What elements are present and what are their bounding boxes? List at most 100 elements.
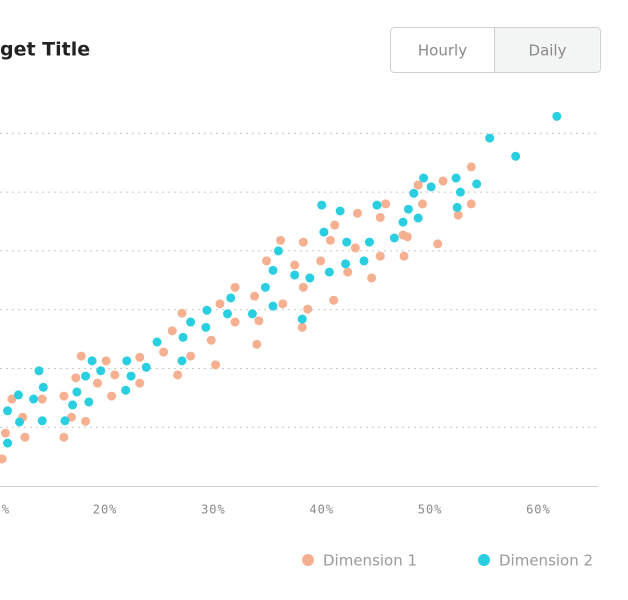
- point: [107, 391, 117, 401]
- point: [342, 237, 352, 247]
- point: [211, 360, 221, 370]
- point: [453, 210, 463, 220]
- point: [152, 337, 162, 347]
- point: [177, 356, 187, 366]
- point: [419, 173, 429, 183]
- point: [93, 378, 102, 388]
- point: [305, 273, 315, 283]
- point: [71, 373, 81, 383]
- legend-marker: [478, 554, 490, 566]
- point: [341, 259, 351, 269]
- point: [141, 362, 151, 372]
- point: [268, 301, 278, 311]
- toggle-button[interactable]: Daily: [529, 42, 567, 60]
- legend-marker: [302, 554, 314, 566]
- point: [96, 366, 106, 376]
- legend-label: Dimension 1: [323, 552, 417, 570]
- point: [15, 417, 24, 427]
- point: [433, 239, 443, 249]
- point: [81, 371, 91, 381]
- point: [201, 322, 211, 332]
- point: [329, 295, 339, 305]
- legend-label: Dimension 2: [499, 552, 593, 570]
- toggle-button[interactable]: Hourly: [418, 42, 467, 60]
- point: [375, 212, 385, 222]
- point: [178, 332, 188, 342]
- point: [60, 416, 70, 426]
- point: [250, 291, 260, 301]
- point: [303, 304, 313, 314]
- point: [72, 387, 82, 397]
- point: [223, 309, 232, 319]
- x-tick-label: %: [2, 503, 10, 517]
- point: [247, 309, 257, 319]
- x-tick-label: 20%: [93, 503, 118, 517]
- point: [37, 394, 47, 404]
- point: [38, 382, 48, 392]
- point: [273, 246, 283, 256]
- point: [87, 356, 97, 366]
- point: [68, 400, 78, 410]
- point: [413, 213, 423, 223]
- point: [485, 133, 495, 143]
- point: [230, 282, 240, 292]
- point: [381, 199, 391, 209]
- point: [135, 378, 145, 388]
- point: [389, 233, 399, 243]
- point: [13, 390, 23, 400]
- point: [511, 151, 521, 161]
- point: [173, 370, 183, 380]
- point: [375, 251, 385, 261]
- point: [3, 406, 13, 416]
- point: [0, 428, 10, 438]
- point: [335, 206, 345, 216]
- point: [20, 432, 30, 442]
- point: [0, 454, 7, 464]
- point: [452, 202, 462, 212]
- x-tick-label: 60%: [526, 503, 551, 517]
- point: [276, 235, 286, 245]
- point: [438, 176, 448, 186]
- point: [455, 187, 465, 197]
- point: [215, 299, 225, 309]
- point: [167, 326, 177, 336]
- point: [552, 111, 562, 121]
- point: [418, 199, 427, 209]
- point: [186, 351, 196, 361]
- point: [34, 366, 44, 376]
- point: [37, 416, 47, 426]
- point: [297, 322, 307, 332]
- point: [426, 182, 436, 192]
- point: [343, 267, 353, 277]
- point: [59, 391, 69, 401]
- point: [402, 232, 412, 242]
- chart-title: get Title: [0, 39, 90, 61]
- point: [126, 371, 136, 381]
- point: [451, 173, 461, 183]
- point: [317, 200, 327, 210]
- point: [290, 260, 300, 270]
- point: [372, 200, 382, 210]
- point: [359, 256, 369, 266]
- point: [122, 356, 132, 366]
- point: [84, 397, 94, 407]
- point: [330, 220, 340, 230]
- point: [298, 237, 308, 247]
- point: [399, 251, 409, 261]
- point: [230, 317, 240, 327]
- point: [3, 438, 13, 448]
- point: [403, 204, 413, 214]
- point: [316, 256, 326, 266]
- point: [319, 227, 329, 237]
- point: [7, 394, 17, 404]
- point: [268, 265, 278, 275]
- point: [206, 335, 216, 345]
- point: [278, 299, 288, 309]
- point: [325, 235, 335, 245]
- point: [353, 208, 362, 218]
- point: [29, 394, 39, 404]
- point: [364, 237, 374, 247]
- x-tick-label: 50%: [418, 503, 443, 517]
- point: [59, 432, 69, 442]
